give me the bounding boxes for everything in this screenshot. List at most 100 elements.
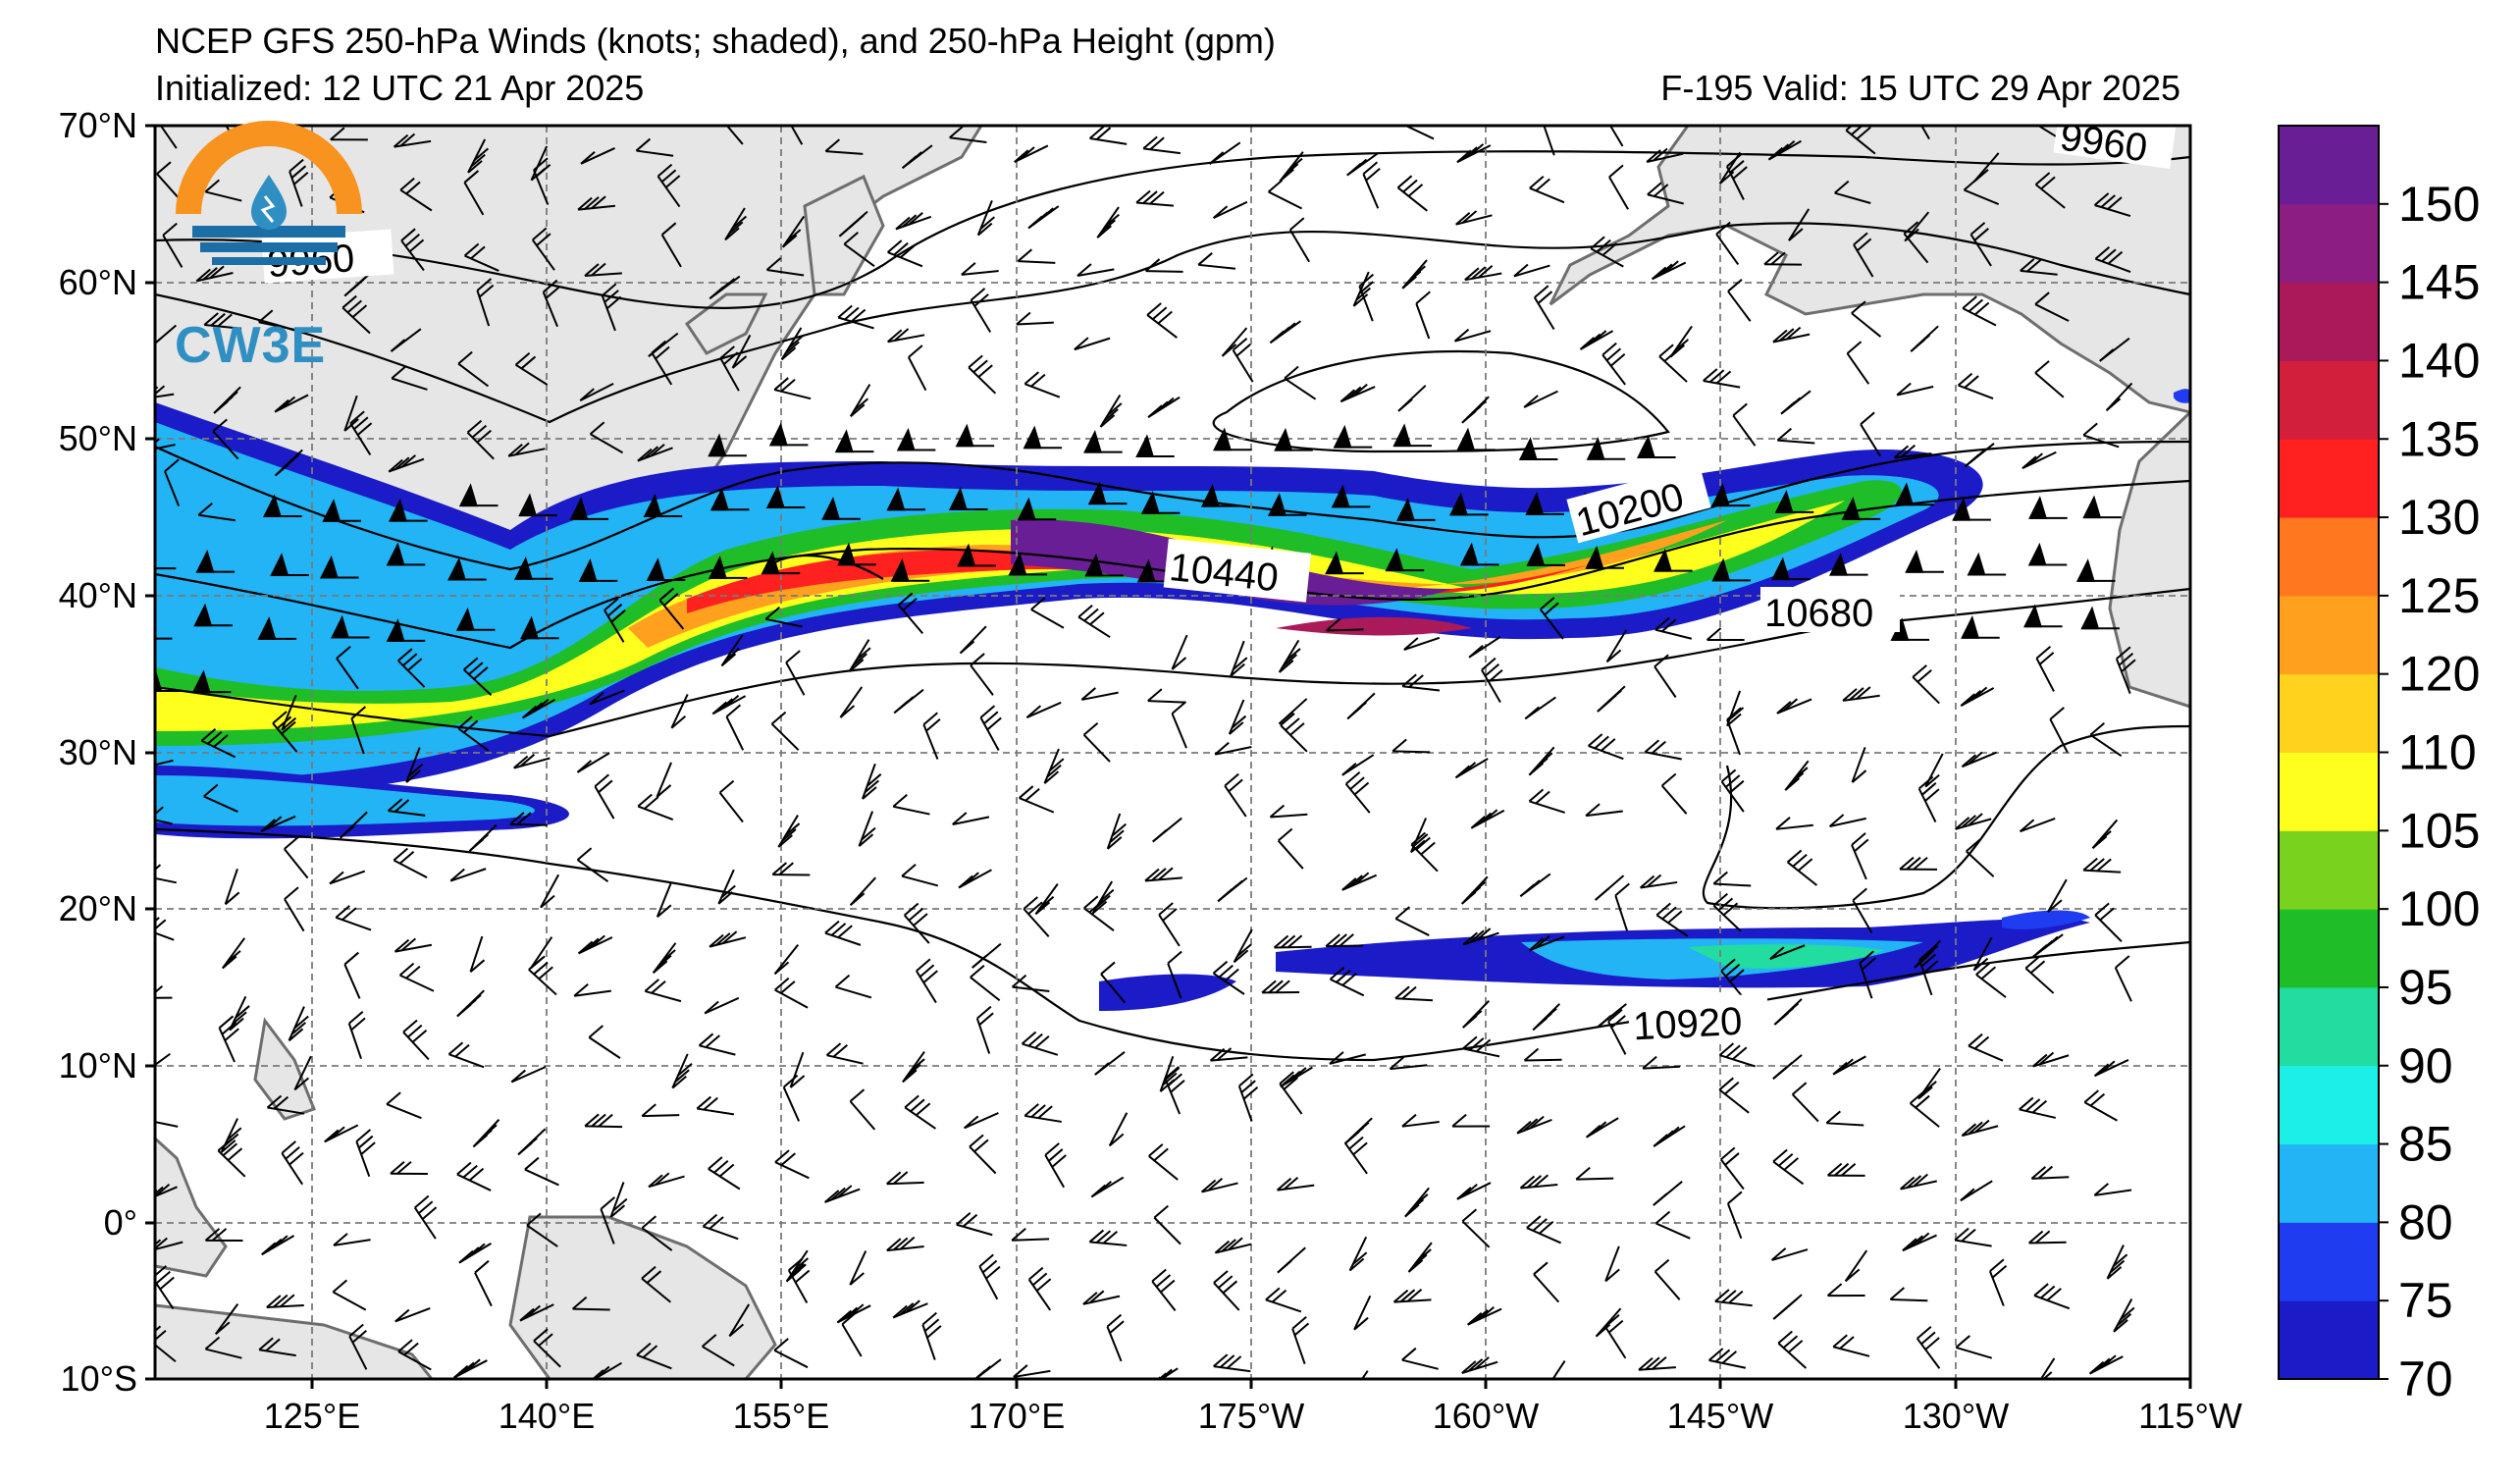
wind-barb	[2094, 204, 2131, 218]
wind-barb-feather	[861, 826, 876, 841]
wind-barb-feather	[595, 1365, 610, 1379]
wind-barb-feather	[1233, 949, 1249, 964]
wind-barb-feather	[1271, 1289, 1287, 1303]
wind-barb-feather	[1406, 270, 1422, 285]
wind-barb-pennant	[2022, 604, 2042, 628]
wind-barb-feather	[1968, 1121, 1983, 1136]
wind-barb-pennant	[948, 487, 968, 510]
wind-barb-feather	[1539, 1220, 1554, 1235]
wind-barb	[770, 722, 800, 751]
wind-barb	[164, 470, 181, 506]
wind-barb-feather	[467, 160, 483, 174]
wind-barb	[720, 634, 744, 666]
wind-barb-feather	[137, 388, 151, 399]
wind-barb-feather	[1585, 803, 1601, 817]
wind-barb-feather	[1846, 341, 1863, 354]
wind-barb-feather	[329, 871, 344, 885]
wind-barb-feather	[341, 294, 357, 309]
wind-barb-feather	[902, 1069, 918, 1084]
wind-barb-feather	[1339, 389, 1355, 403]
wind-barb-pennant	[1087, 481, 1107, 505]
wind-barb-feather	[164, 458, 180, 473]
wind-barb-feather	[1724, 963, 1741, 978]
lon-label: 140°E	[499, 1396, 595, 1436]
wind-barb-feather	[972, 359, 988, 373]
wind-barb	[2094, 1189, 2132, 1196]
wind-barb-pennant	[2082, 495, 2102, 519]
wind-barb	[636, 1353, 672, 1370]
wind-barb-feather	[849, 1272, 865, 1286]
wind-barb	[2039, 1357, 2056, 1379]
wind-barb-feather	[2113, 1319, 2128, 1333]
wind-barb-feather	[1415, 291, 1431, 305]
wind-barb-pennant	[1135, 434, 1155, 458]
wind-barb-feather	[958, 874, 973, 889]
wind-barb-feather	[704, 1000, 719, 1015]
wind-barb-feather	[1099, 414, 1116, 428]
wind-barb-feather	[1980, 966, 1997, 980]
wind-barb-feather	[1645, 1356, 1660, 1371]
wind-barb-feather	[462, 1164, 478, 1179]
wind-barb-feather	[156, 161, 172, 175]
wind-barb	[1210, 1056, 1248, 1062]
wind-barb-feather	[470, 245, 486, 260]
wind-barb-feather	[274, 398, 289, 413]
wind-barb-feather	[1212, 960, 1229, 975]
wind-barb-feather	[335, 905, 350, 919]
wind-barb	[1962, 307, 1997, 327]
wind-barb-feather	[771, 862, 787, 875]
wind-barb	[1960, 687, 1995, 707]
wind-barb-feather	[1732, 166, 1748, 180]
wind-barb-feather	[921, 1311, 937, 1326]
wind-barb-feather	[2094, 246, 2111, 260]
wind-barb	[1912, 676, 1940, 705]
wind-barb-pennant	[643, 494, 662, 518]
wind-barb	[774, 988, 809, 1009]
wind-barb	[205, 1348, 242, 1359]
wind-barb-feather	[1524, 706, 1540, 720]
wind-barb-feather	[1405, 126, 1408, 127]
wind-barb	[588, 1036, 621, 1059]
wind-barb-feather	[1529, 1115, 1545, 1130]
wind-barb-feather	[532, 227, 548, 241]
wind-barb-pennant	[709, 487, 729, 511]
wind-barb	[1198, 263, 1236, 270]
wind-barb-feather	[1034, 901, 1051, 916]
wind-barb-feather	[1051, 1154, 1067, 1168]
wind-barb	[656, 881, 672, 918]
wind-barb-feather	[273, 1095, 289, 1110]
wind-barb	[540, 874, 560, 909]
wind-barb	[1604, 1245, 1620, 1282]
wind-barb	[1638, 1366, 1676, 1371]
wind-barb-feather	[783, 1074, 799, 1088]
wind-barb-feather	[1908, 1235, 1923, 1249]
wind-barb-feather	[458, 1249, 474, 1264]
wind-barb-feather	[1171, 701, 1187, 715]
wind-barb-feather	[1614, 882, 1630, 897]
wind-barb-feather	[2031, 1099, 2048, 1114]
wind-barb	[579, 382, 614, 402]
wind-barb-feather	[1389, 1056, 1405, 1070]
colorbar-label: 120	[2398, 647, 2480, 702]
wind-barb-feather	[977, 222, 993, 237]
wind-barb-feather	[2019, 1096, 2034, 1111]
wind-barb-feather	[1961, 1228, 1976, 1243]
wind-barb-feather	[780, 346, 797, 361]
wind-barb	[1727, 291, 1752, 322]
wind-barb-feather	[1135, 189, 1151, 204]
wind-barb-feather	[1159, 1368, 1173, 1379]
wind-barb-feather	[538, 966, 553, 980]
wind-barb	[1394, 918, 1430, 936]
wind-barb-feather	[2096, 858, 2112, 873]
wind-barb-feather	[204, 1336, 221, 1351]
wind-barb-feather	[1265, 1287, 1281, 1301]
wind-barb-feather	[513, 755, 529, 769]
wind-barb-pennant	[761, 551, 780, 575]
wind-barb-feather	[281, 1140, 296, 1154]
wind-barb-pennant	[1274, 427, 1293, 451]
wind-barb	[887, 251, 923, 268]
wind-barb-feather	[454, 1043, 470, 1058]
wind-barb-feather	[349, 410, 365, 425]
wind-barb-feather	[1011, 1228, 1026, 1242]
wind-barb-feather	[1607, 108, 1621, 120]
